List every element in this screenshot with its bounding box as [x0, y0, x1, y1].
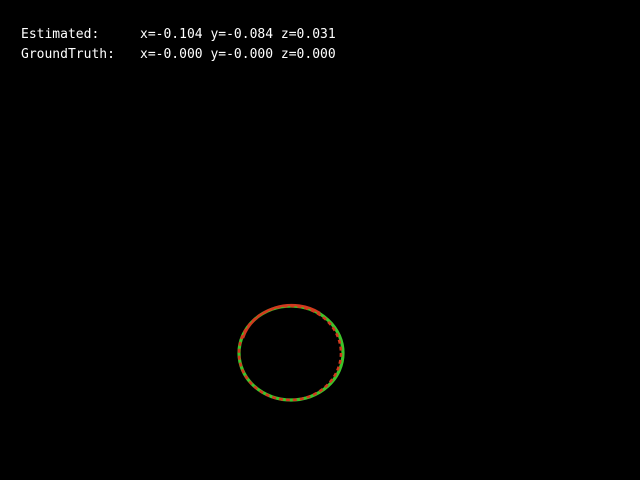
ground-truth-z-value: z=0.000: [280, 47, 336, 62]
estimated-label: Estimated:: [21, 27, 100, 42]
estimated-y-value: y=-0.084: [210, 27, 274, 42]
ground-truth-y-value: y=-0.000: [210, 47, 274, 62]
estimated-z-value: z=0.031: [280, 27, 336, 42]
ground-truth-x-value: x=-0.000: [140, 47, 203, 62]
estimated-x-value: x=-0.104: [140, 27, 203, 42]
estimated-ring: [237, 304, 343, 402]
ground-truth-readout: GroundTruth: x=-0.000 y=-0.000 z=0.000: [21, 48, 336, 61]
estimated-ring-arc: [241, 303, 321, 339]
estimated-readout: Estimated: x=-0.104 y=-0.084 z=0.031: [21, 28, 336, 41]
ground-truth-label: GroundTruth:: [21, 47, 115, 62]
